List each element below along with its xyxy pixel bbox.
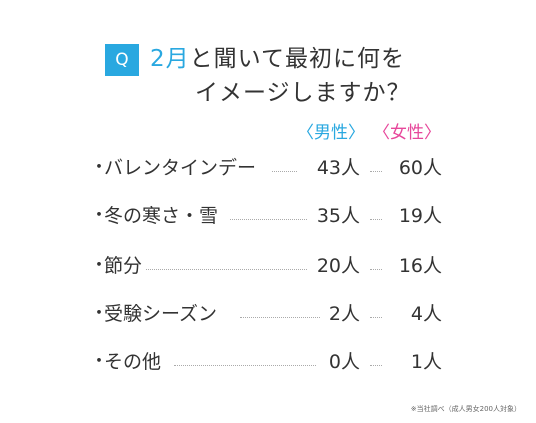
female-count: 19人 bbox=[398, 205, 442, 227]
male-count: 43人 bbox=[316, 157, 360, 179]
row-bullet: ・ bbox=[90, 255, 108, 276]
header-male: 〈男性〉 bbox=[297, 123, 365, 143]
female-count: 1人 bbox=[410, 351, 442, 373]
male-count: 2人 bbox=[328, 303, 360, 325]
female-count: 60人 bbox=[398, 157, 442, 179]
leader-dots bbox=[370, 269, 382, 270]
female-count: 16人 bbox=[398, 255, 442, 277]
survey-row: ・ 受験シーズン 2人 4人 bbox=[0, 296, 536, 332]
row-bullet: ・ bbox=[90, 205, 108, 226]
question-badge: Q bbox=[105, 44, 139, 76]
survey-row: ・ 節分 20人 16人 bbox=[0, 248, 536, 284]
row-bullet: ・ bbox=[90, 157, 108, 178]
male-count: 35人 bbox=[316, 205, 360, 227]
row-label: 冬の寒さ・雪 bbox=[104, 198, 221, 234]
leader-dots bbox=[146, 269, 307, 270]
leader-dots bbox=[370, 317, 382, 318]
question-text: と聞いて最初に何を bbox=[189, 46, 405, 72]
row-label: その他 bbox=[104, 344, 164, 380]
leader-dots bbox=[230, 219, 307, 220]
leader-dots bbox=[272, 171, 297, 172]
question-title-line1: 2月と聞いて最初に何を bbox=[150, 44, 405, 74]
row-label: バレンタインデー bbox=[104, 150, 259, 186]
footnote: ※当社調べ（成人男女200人対象） bbox=[410, 405, 521, 413]
male-count: 20人 bbox=[316, 255, 360, 277]
survey-row: ・ その他 0人 1人 bbox=[0, 344, 536, 380]
question-title-line2: イメージしますか？ bbox=[195, 80, 411, 106]
leader-dots bbox=[370, 219, 382, 220]
leader-dots bbox=[240, 317, 320, 318]
row-bullet: ・ bbox=[90, 351, 108, 372]
leader-dots bbox=[370, 171, 382, 172]
row-label: 受験シーズン bbox=[104, 296, 220, 332]
male-count: 0人 bbox=[328, 351, 360, 373]
row-label: 節分 bbox=[104, 248, 145, 284]
row-bullet: ・ bbox=[90, 303, 108, 324]
leader-dots bbox=[174, 365, 316, 366]
survey-row: ・ バレンタインデー 43人 60人 bbox=[0, 150, 536, 186]
header-female: 〈女性〉 bbox=[373, 123, 441, 143]
question-month: 2月 bbox=[150, 46, 190, 72]
female-count: 4人 bbox=[410, 303, 442, 325]
leader-dots bbox=[370, 365, 382, 366]
survey-row: ・ 冬の寒さ・雪 35人 19人 bbox=[0, 198, 536, 234]
